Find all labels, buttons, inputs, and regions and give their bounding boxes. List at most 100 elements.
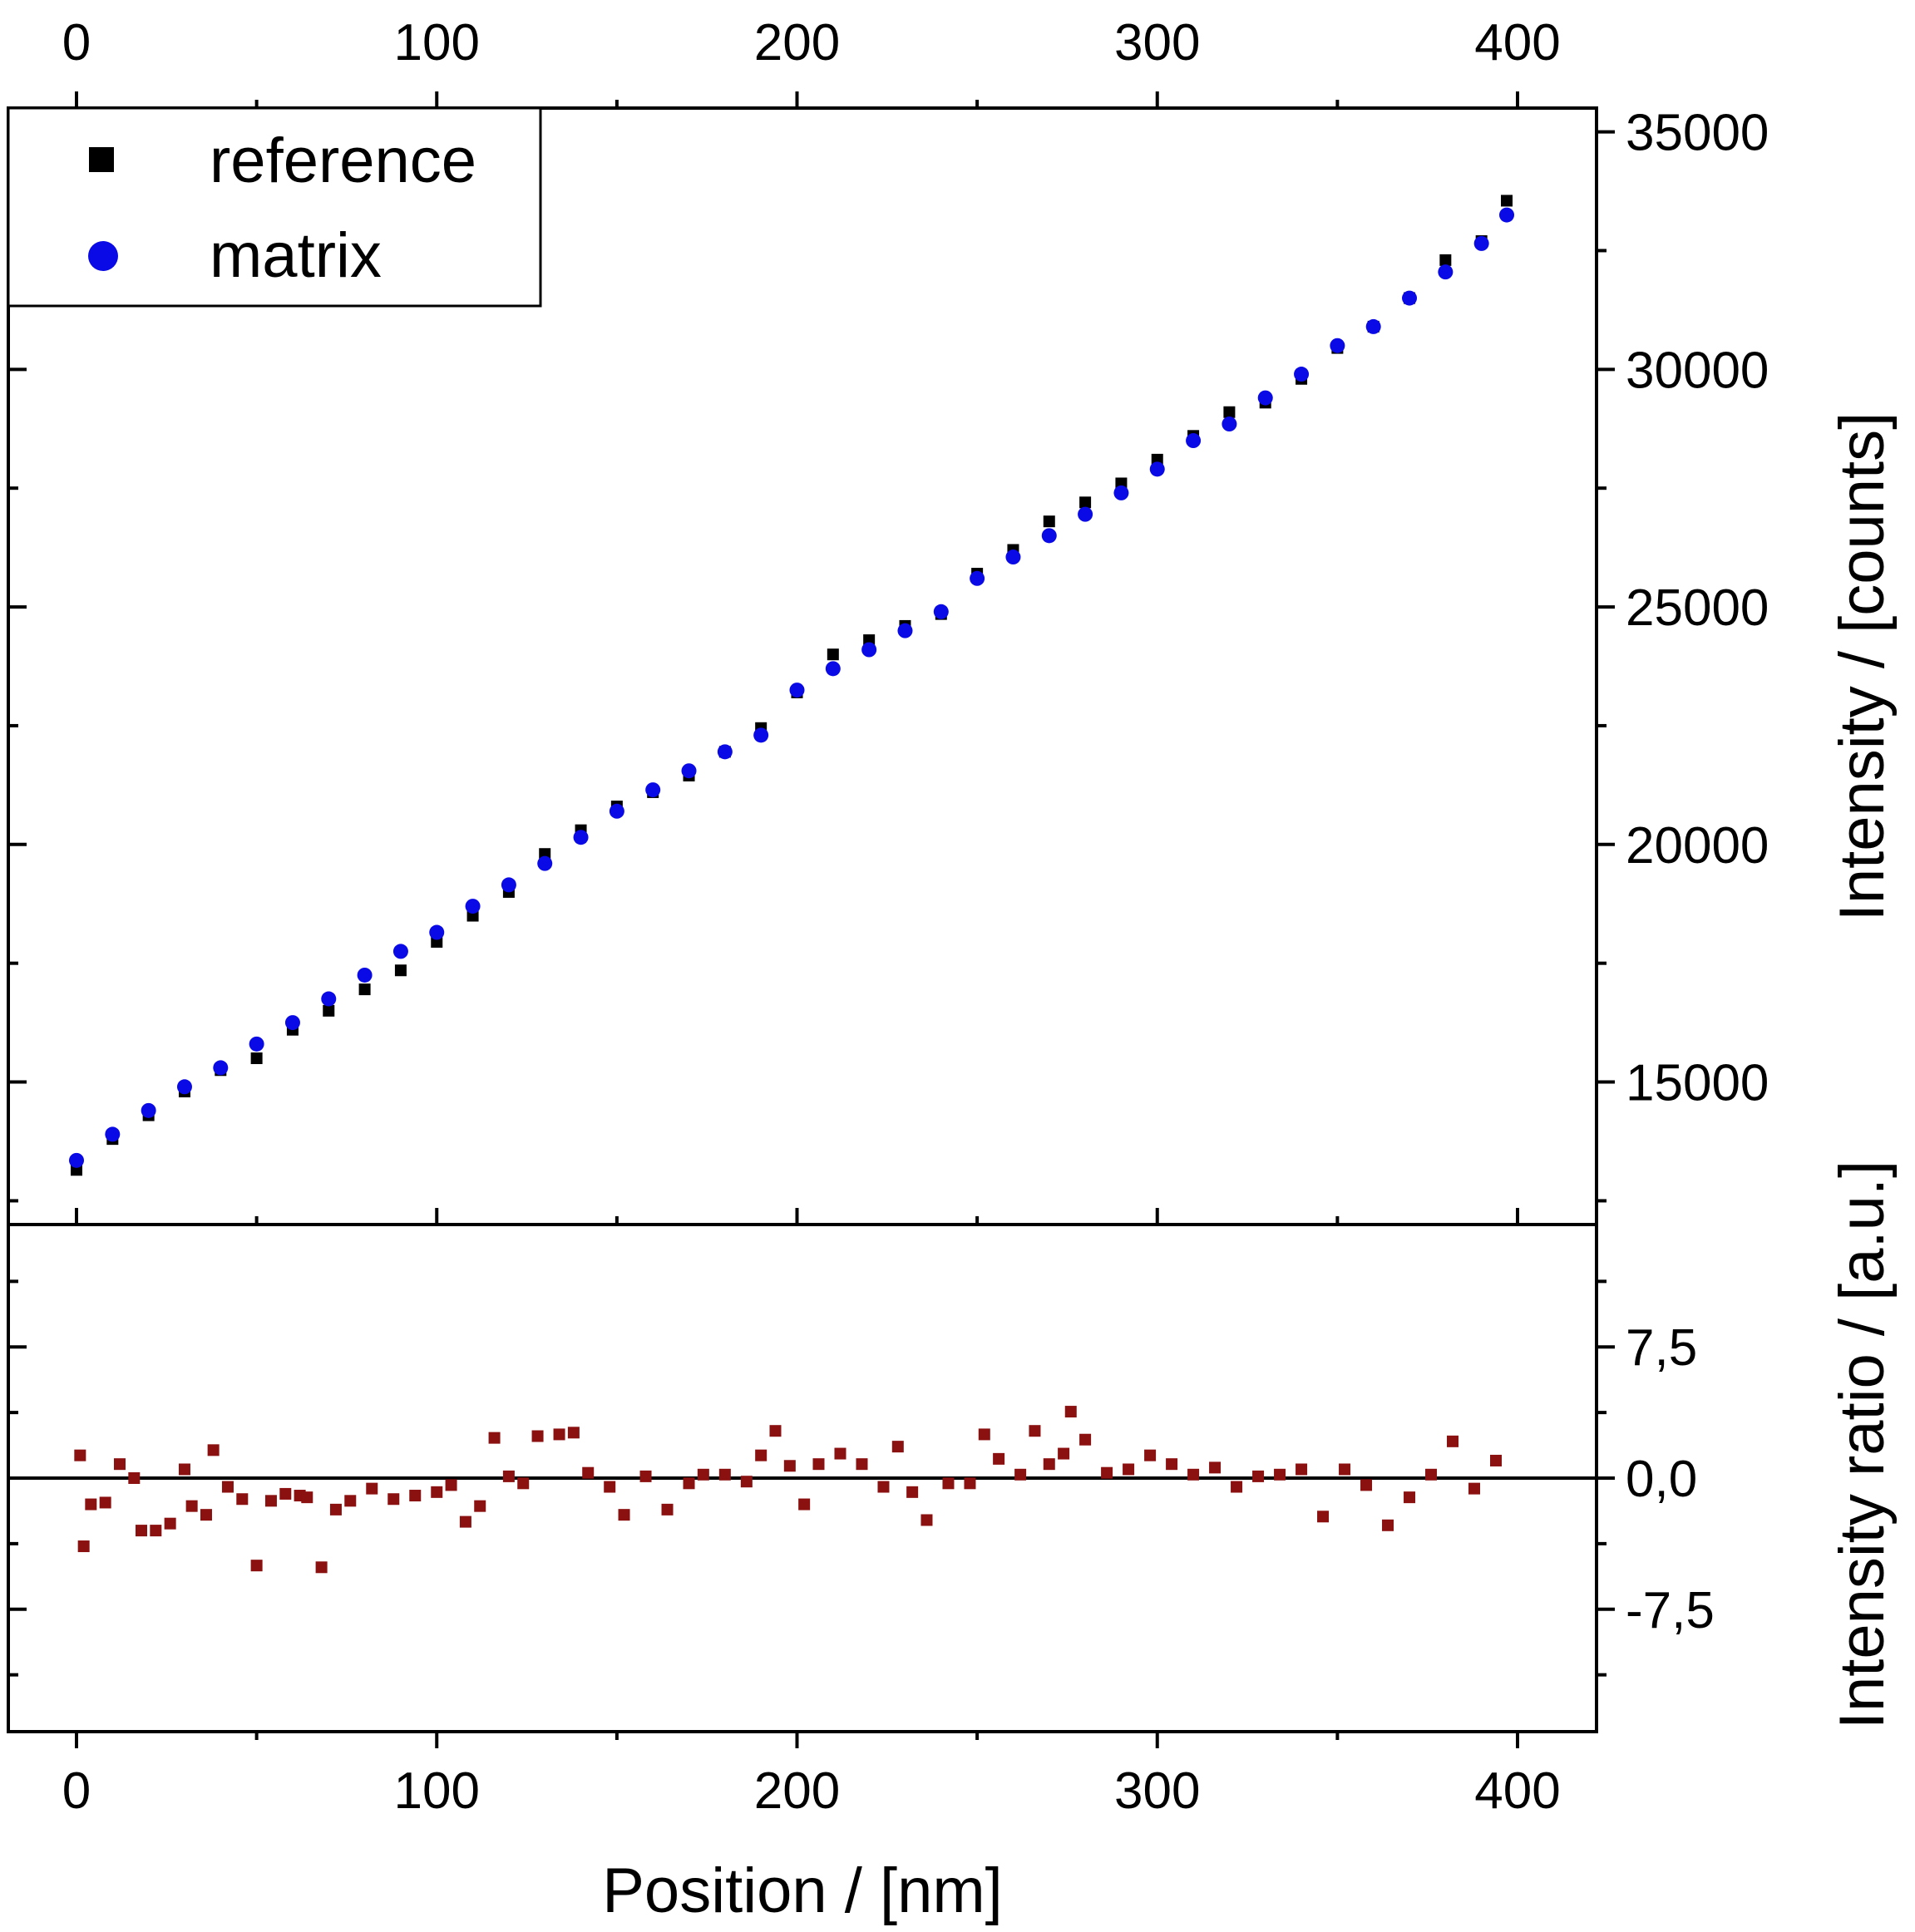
top-x-tick-label: 0 (62, 14, 91, 71)
ratio-point (279, 1487, 292, 1500)
reference-point (394, 964, 407, 977)
matrix-point (1402, 290, 1418, 306)
ratio-point (964, 1477, 976, 1490)
intensity-y-tick-label: 25000 (1626, 579, 1769, 637)
ratio-point (567, 1427, 580, 1439)
ratio-point (993, 1452, 1005, 1465)
matrix-point (537, 855, 553, 871)
legend-reference-marker (89, 147, 114, 172)
ratio-point (697, 1468, 709, 1481)
matrix-point (1257, 390, 1273, 406)
matrix-point (717, 744, 733, 760)
matrix-point (1186, 433, 1202, 449)
matrix-point (1330, 338, 1345, 353)
ratio-point (113, 1458, 126, 1471)
bottom-x-tick-label: 400 (1474, 1762, 1560, 1820)
ratio-point (1490, 1454, 1503, 1466)
ratio-point (661, 1503, 674, 1516)
matrix-point (897, 623, 913, 638)
reference-point (827, 648, 839, 661)
ratio-point (344, 1495, 357, 1507)
intensity-y-tick-label: 30000 (1626, 342, 1769, 399)
bottom-x-tick-labels: 0 100 200 300 400 (62, 1762, 1561, 1820)
ratio-point (755, 1449, 767, 1461)
matrix-point (213, 1060, 229, 1076)
matrix-point (1005, 550, 1021, 565)
matrix-point (861, 642, 877, 658)
legend-reference-label: reference (210, 126, 476, 196)
legend-matrix-marker (88, 241, 118, 271)
reference-point (358, 983, 371, 996)
top-x-tick-labels: 0 100 200 300 400 (62, 14, 1561, 71)
matrix-point (1149, 461, 1165, 477)
ratio-point (236, 1493, 249, 1506)
ratio-point (221, 1481, 234, 1493)
ratio-point (920, 1514, 933, 1526)
ratio-point (618, 1509, 630, 1521)
ratio-point (978, 1428, 990, 1441)
reference-point (1043, 515, 1055, 528)
matrix-point (1499, 207, 1515, 223)
matrix-point (176, 1079, 192, 1095)
intensity-y-tick-label: 15000 (1626, 1055, 1769, 1112)
ratio-point (783, 1460, 796, 1472)
ratio-point (85, 1498, 97, 1511)
matrix-point (645, 782, 661, 798)
ratio-point (459, 1516, 471, 1528)
matrix-point (825, 661, 841, 677)
ratio-point (1123, 1463, 1135, 1476)
ratio-point (1339, 1463, 1351, 1476)
ratio-point (1425, 1468, 1438, 1481)
ratio-point (891, 1441, 904, 1453)
ratio-point (387, 1493, 400, 1506)
matrix-point (1438, 264, 1454, 280)
ratio-point (683, 1477, 695, 1490)
ratio-point (1296, 1463, 1308, 1476)
matrix-point (753, 727, 769, 743)
matrix-point (465, 899, 481, 914)
ratio-point (1064, 1406, 1077, 1418)
matrix-point (1041, 528, 1057, 544)
ratio-point (502, 1470, 515, 1482)
ratio-point (531, 1430, 544, 1442)
marks-layer (69, 195, 1515, 1574)
ratio-point (150, 1525, 162, 1537)
matrix-point (321, 991, 337, 1007)
ratio-point (1468, 1482, 1481, 1495)
ratio-point (769, 1425, 782, 1437)
matrix-point (1222, 416, 1237, 432)
ratio-y-axis-title: Intensity ratio / [a.u.] (1827, 1161, 1898, 1729)
matrix-point (429, 924, 445, 940)
matrix-point (141, 1102, 156, 1118)
intensity-y-tick-label: 35000 (1626, 105, 1769, 162)
ratio-point (1360, 1479, 1373, 1491)
ratio-point (639, 1470, 652, 1482)
ratio-point (135, 1525, 147, 1537)
ratio-point (1209, 1461, 1222, 1474)
ratio-point (431, 1486, 443, 1498)
ratio-y-tick-labels: 7,5 0,0 -7,5 (1626, 1319, 1715, 1639)
bottom-x-tick-label: 0 (62, 1762, 91, 1820)
ratio-point (1231, 1481, 1243, 1493)
ratio-point (1382, 1519, 1394, 1531)
reference-point (250, 1052, 263, 1064)
ratio-point (1252, 1470, 1265, 1482)
ratio-point (877, 1481, 890, 1493)
reference-point (1079, 496, 1092, 509)
ratio-point (474, 1500, 486, 1512)
matrix-point (609, 803, 624, 819)
ratio-point (164, 1517, 176, 1530)
ratio-point (200, 1509, 212, 1521)
ratio-point (812, 1458, 825, 1471)
matrix-point (69, 1152, 84, 1168)
ratio-point (856, 1458, 868, 1471)
ratio-point (834, 1447, 846, 1460)
ratio-point (1144, 1449, 1157, 1461)
matrix-point (392, 944, 408, 959)
ratio-point (77, 1540, 90, 1553)
matrix-point (1113, 485, 1129, 500)
ratio-point (329, 1503, 342, 1516)
ratio-point (409, 1490, 422, 1502)
ratio-point (301, 1491, 313, 1504)
